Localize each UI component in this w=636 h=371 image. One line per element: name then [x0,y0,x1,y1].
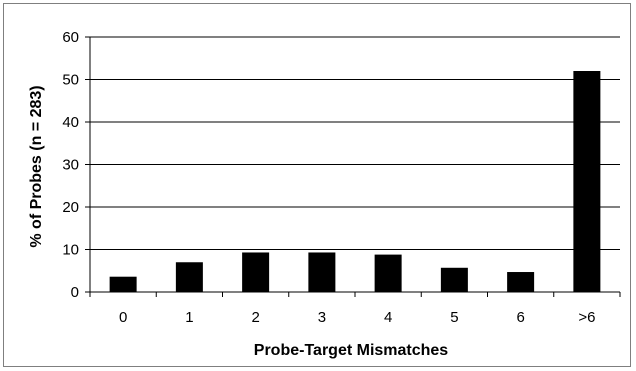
bar-6 [507,272,535,292]
bar-2 [242,252,270,292]
y-axis-title: % of Probes (n = 283) [28,85,45,247]
x-axis-title: Probe-Target Mismatches [254,342,449,359]
gridlines [90,36,620,250]
bar-0 [109,276,137,292]
x-tick-label: 2 [251,309,259,326]
y-tick-labels: 0 10 20 30 40 50 60 [62,29,79,301]
x-tick-label: >6 [578,309,595,326]
bar-5 [440,267,468,292]
y-tick-label: 50 [62,72,79,89]
x-tick-labels: 0 1 2 3 4 5 6 >6 [119,309,595,326]
y-tick-label: 10 [62,242,79,259]
x-tick-label: 6 [516,309,524,326]
x-tick-label: 3 [318,309,326,326]
bar-3 [308,252,336,292]
x-tick-label: 1 [185,309,193,326]
bars [109,71,601,292]
x-tick-label: 5 [450,309,458,326]
y-tick-label: 60 [62,29,79,46]
y-tick-label: 0 [71,284,79,301]
x-tick-label: 4 [384,309,392,326]
x-tick-label: 0 [119,309,127,326]
bar-1 [175,262,203,292]
y-tick-label: 30 [62,157,79,174]
bar->6 [573,71,601,292]
y-tick-label: 40 [62,114,79,131]
bar-4 [374,254,402,292]
chart-frame [3,3,631,367]
axes [85,36,621,297]
y-tick-label: 20 [62,199,79,216]
